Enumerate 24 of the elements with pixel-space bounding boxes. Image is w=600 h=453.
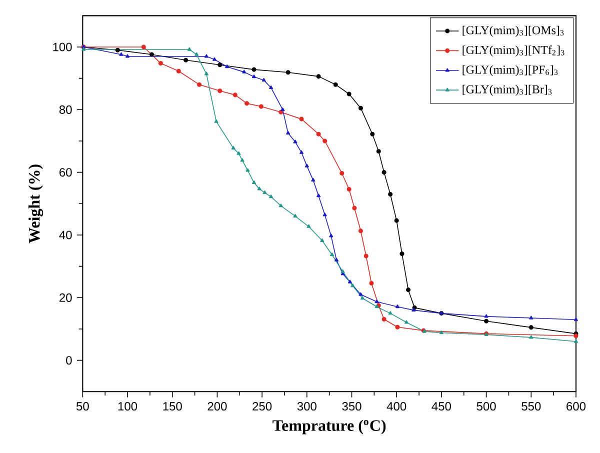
y-tick-label: 20 (60, 293, 72, 302)
legend-label: [GLY(mim)$_{3}$][Br]$_{3}$ (462, 84, 552, 96)
y-tick-label: 0 (66, 356, 72, 365)
x-axis-title: Temprature ($^{o}$C) (272, 420, 386, 434)
x-tick-label: 450 (432, 402, 451, 411)
x-tick-label: 300 (297, 402, 316, 411)
x-tick-label: 500 (476, 402, 496, 411)
x-tick-label: 250 (252, 402, 272, 411)
y-axis-title: Weight (%) (28, 164, 44, 244)
y-tick-label: 60 (60, 168, 72, 177)
x-tick-label: 400 (386, 402, 406, 411)
legend-label: [GLY(mim)$_{3}$][PF$_{6}$]$_{3}$ (462, 65, 558, 76)
legend-label: [GLY(mim)$_{3}$][NTf$_{2}$]$_{3}$ (462, 45, 564, 56)
x-tick-label: 550 (522, 402, 541, 411)
x-tick-label: 600 (566, 402, 586, 411)
x-tick-label: 350 (342, 402, 362, 411)
y-tick-label: 80 (59, 105, 72, 114)
x-tick-label: 100 (118, 402, 138, 411)
y-tick-label: 40 (59, 230, 72, 240)
x-tick-label: 50 (76, 402, 89, 411)
legend-label: [GLY(mim)$_{3}$][OMs]$_{3}$ (462, 26, 564, 37)
y-tick-label: 100 (53, 42, 72, 52)
x-tick-label: 150 (163, 402, 182, 411)
x-tick-label: 200 (208, 402, 227, 411)
